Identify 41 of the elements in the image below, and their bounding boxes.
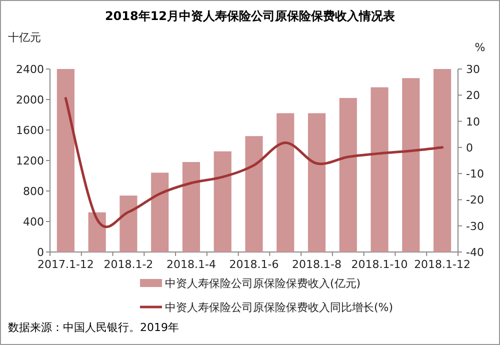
y2-tick-label: -20: [466, 194, 484, 207]
bar: [339, 98, 357, 252]
y-tick-label: 1600: [16, 124, 44, 137]
y-tick-label: 800: [23, 185, 44, 198]
legend-label: 中资人寿保险公司原保险保费收入同比增长(%): [165, 301, 394, 314]
bar: [402, 78, 420, 252]
bar: [370, 87, 388, 252]
y2-tick-label: 30: [466, 63, 480, 76]
bar: [56, 69, 74, 252]
legend-label: 中资人寿保险公司原保险保费收入(亿元): [165, 277, 361, 290]
x-tick-label: 2018.1-6: [229, 258, 279, 271]
y2-tick-label: 20: [466, 89, 480, 102]
x-tick-label: 2018.1-10: [351, 258, 408, 271]
y2-axis-title: %: [474, 41, 486, 54]
x-tick-label: 2018.1-8: [292, 258, 342, 271]
bar: [151, 172, 169, 252]
x-tick-label: 2018.1-2: [104, 258, 154, 271]
bar: [88, 212, 106, 252]
y2-tick-label: -40: [466, 246, 484, 259]
y-axis-title: 十亿元: [8, 31, 41, 44]
x-tick-label: 2018.1-12: [414, 258, 471, 271]
y-tick-label: 400: [23, 216, 44, 228]
source-note: 数据来源：中国人民银行。2019年: [8, 321, 179, 334]
bar: [182, 162, 200, 252]
y-tick-label: 2400: [16, 63, 44, 76]
bar: [120, 196, 138, 252]
y2-tick-label: 10: [466, 115, 480, 128]
bar: [245, 136, 263, 252]
bar: [214, 151, 232, 252]
y-tick-label: 0: [37, 246, 44, 259]
x-tick-label: 2018.1-4: [166, 258, 216, 271]
chart-title: 2018年12月中资人寿保险公司原保险保费收入情况表: [104, 9, 396, 23]
bar: [434, 69, 452, 252]
x-tick-label: 2017.1-12: [37, 258, 94, 271]
y2-tick-label: -10: [466, 168, 484, 181]
y-tick-label: 2000: [16, 94, 44, 106]
y-tick-label: 1200: [16, 154, 44, 168]
y2-tick-label: -30: [466, 220, 484, 233]
bar: [308, 113, 326, 252]
y2-tick-label: 0: [466, 141, 473, 154]
bar: [276, 113, 294, 252]
